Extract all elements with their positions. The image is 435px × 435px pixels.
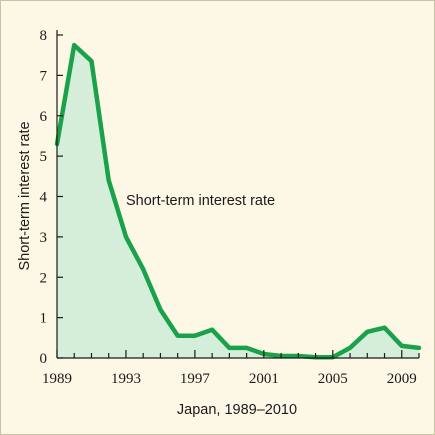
y-tick-label: 3 xyxy=(40,230,48,246)
x-ticks: 1989 1993 1997 2001 2005 2009 xyxy=(42,350,420,387)
x-tick-label: 2005 xyxy=(318,371,348,387)
y-tick-label: 0 xyxy=(40,351,48,367)
y-tick-label: 2 xyxy=(40,270,48,286)
y-tick-label: 4 xyxy=(40,190,48,206)
y-tick-label: 6 xyxy=(40,109,48,125)
x-tick-label: 2009 xyxy=(387,371,417,387)
x-tick-label: 1997 xyxy=(180,371,211,387)
series-annotation: Short-term interest rate xyxy=(126,193,275,209)
x-tick-label: 1993 xyxy=(111,371,141,387)
x-axis-label: Japan, 1989–2010 xyxy=(177,402,297,418)
y-axis-label: Short-term interest rate xyxy=(17,121,33,270)
y-tick-label: 1 xyxy=(40,311,48,327)
y-tick-label: 5 xyxy=(40,149,48,165)
series-line xyxy=(54,42,422,360)
x-tick-label: 2001 xyxy=(249,371,279,387)
y-ticks: 0 1 2 3 4 5 6 7 8 xyxy=(40,28,63,367)
y-tick-label: 8 xyxy=(40,28,48,44)
x-tick-label: 1989 xyxy=(42,371,72,387)
y-tick-label: 7 xyxy=(40,68,48,84)
